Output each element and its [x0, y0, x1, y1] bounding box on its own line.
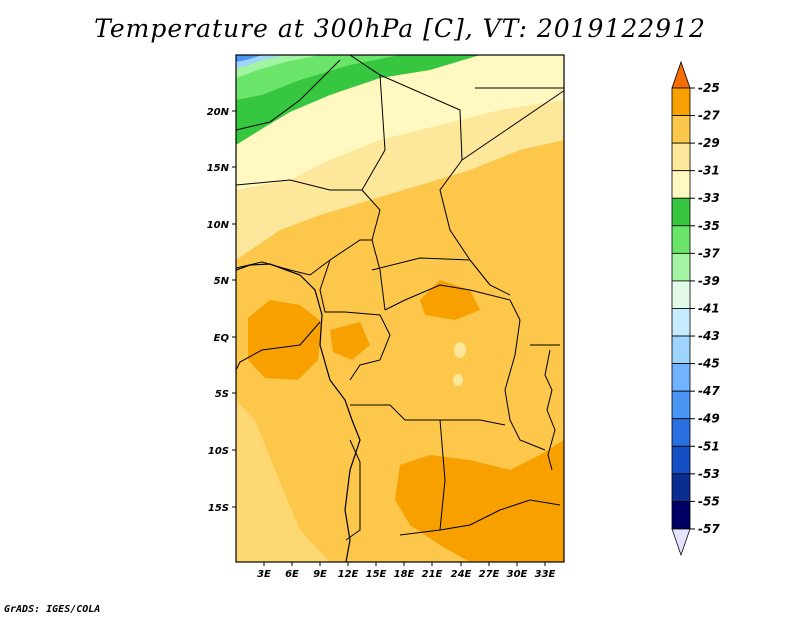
lat-label: 5N [214, 276, 230, 287]
colorbar-segment [671, 445, 691, 475]
colorbar-segment [671, 500, 691, 530]
colorbar-segment [671, 418, 691, 447]
colorbar-segment [671, 87, 691, 116]
colorbar-bottom-arrow [671, 528, 691, 557]
lat-label: 20N [207, 107, 230, 118]
lat-label: 5S [215, 389, 229, 400]
lat-label: EQ [214, 333, 230, 344]
lat-label: 10S [208, 446, 229, 457]
colorbar-label: -53 [698, 467, 720, 481]
lon-label: 15E [366, 569, 387, 580]
colorbar-label: -37 [698, 246, 720, 260]
lat-label: 15N [207, 163, 230, 174]
colorbar-segment [671, 390, 691, 420]
colorbar-label: -25 [698, 81, 720, 95]
colorbar-segment [671, 197, 691, 227]
colorbar-segment [671, 473, 691, 502]
colorbar-segment [671, 280, 691, 309]
colorbar-segment [671, 142, 691, 172]
colorbar-label: -33 [698, 191, 720, 205]
colorbar-label: -55 [698, 494, 720, 508]
lon-label: 27E [479, 569, 500, 580]
colorbar-label: -27 [698, 109, 720, 123]
colorbar-label: -39 [698, 274, 720, 288]
grads-credit: GrADS: IGES/COLA [4, 604, 101, 615]
lon-label: 6E [285, 569, 299, 580]
map-frame [235, 54, 565, 563]
lon-label: 24E [451, 569, 472, 580]
lat-label: 10N [207, 220, 230, 231]
lat-label: 15S [208, 503, 229, 514]
lon-label: 12E [338, 569, 359, 580]
longitude-axis: 3E 6E 9E 12E 15E 18E 21E 24E 27E 30E 33E [257, 562, 556, 580]
colorbar-label: -41 [698, 301, 720, 315]
colorbar-label: -31 [698, 164, 720, 178]
latitude-axis: 20N 15N 10N 5N EQ 5S 10S 15S [207, 107, 236, 514]
colorbar-segment [671, 308, 691, 337]
colorbar-segment [671, 363, 691, 392]
colorbar-label: -47 [698, 384, 720, 398]
colorbar-label: -29 [698, 136, 720, 150]
temperature-field [236, 55, 564, 562]
colorbar-label: -51 [698, 439, 720, 453]
colorbar-segment [671, 225, 691, 254]
colorbar-label: -35 [698, 219, 720, 233]
chart-title: Temperature at 300hPa [C], VT: 201912291… [94, 14, 706, 43]
colorbar-label: -43 [698, 329, 720, 343]
lon-label: 21E [422, 569, 443, 580]
colorbar: -25 -27 -29 -31 -33 -35 -37 -39 -41 -43 -45 -47 -49 -… [671, 60, 720, 557]
lon-label: 18E [394, 569, 415, 580]
colorbar-label: -57 [698, 522, 720, 536]
colorbar-segment [671, 252, 691, 282]
colorbar-segment [671, 170, 691, 199]
coastline [236, 263, 361, 562]
lon-label: 30E [507, 569, 528, 580]
lon-label: 9E [313, 569, 327, 580]
lon-label: 3E [257, 569, 271, 580]
colorbar-segment [671, 115, 691, 144]
lake-outline [544, 349, 556, 471]
colorbar-top-arrow [671, 60, 691, 89]
colorbar-label: -45 [698, 357, 720, 371]
colorbar-label: -49 [698, 412, 720, 426]
lon-label: 33E [535, 569, 556, 580]
country-borders [236, 55, 564, 541]
colorbar-segment [671, 335, 691, 365]
